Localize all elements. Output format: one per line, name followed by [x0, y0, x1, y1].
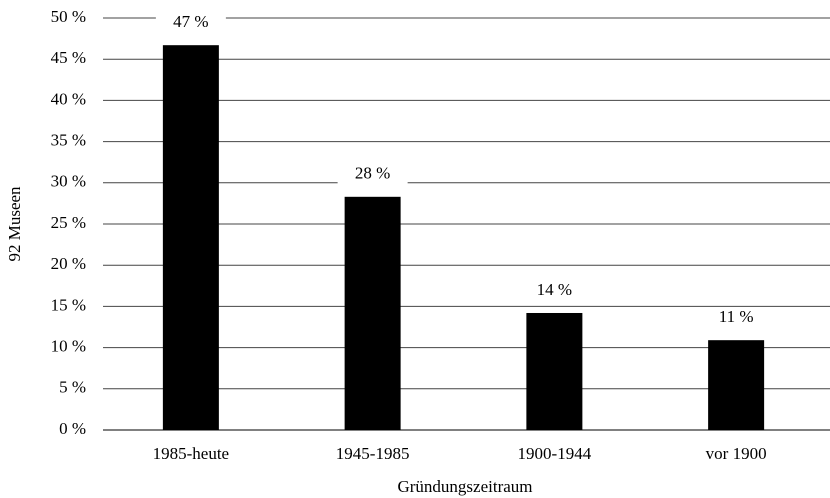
y-tick-label: 45 %	[51, 48, 86, 67]
y-tick-label: 10 %	[51, 337, 86, 356]
y-tick-label: 25 %	[51, 213, 86, 232]
value-label: 14 %	[537, 280, 572, 299]
y-tick-label: 40 %	[51, 89, 86, 108]
x-tick-label: 1945-1985	[336, 444, 410, 463]
y-tick-label: 0 %	[59, 419, 86, 438]
y-tick-label: 50 %	[51, 7, 86, 26]
value-label: 11 %	[719, 307, 754, 326]
value-label: 28 %	[355, 164, 390, 183]
x-tick-label: 1985-heute	[153, 444, 229, 463]
bar	[344, 196, 401, 430]
bar	[526, 312, 583, 430]
label-bg	[337, 163, 408, 186]
x-axis-title: Gründungszeitraum	[397, 477, 532, 496]
label-bg	[155, 12, 226, 35]
value-label: 47 %	[173, 12, 208, 31]
y-tick-label: 35 %	[51, 131, 86, 150]
y-tick-label: 5 %	[59, 378, 86, 397]
bar	[708, 340, 765, 430]
bar	[162, 45, 219, 430]
label-bg	[701, 307, 772, 330]
x-tick-label: vor 1900	[706, 444, 767, 463]
x-tick-label: 1900-1944	[518, 444, 592, 463]
y-tick-label: 30 %	[51, 172, 86, 191]
label-bg	[519, 279, 590, 302]
y-axis-title: 92 Museen	[5, 186, 24, 262]
y-tick-label: 15 %	[51, 295, 86, 314]
y-tick-label: 20 %	[51, 254, 86, 273]
